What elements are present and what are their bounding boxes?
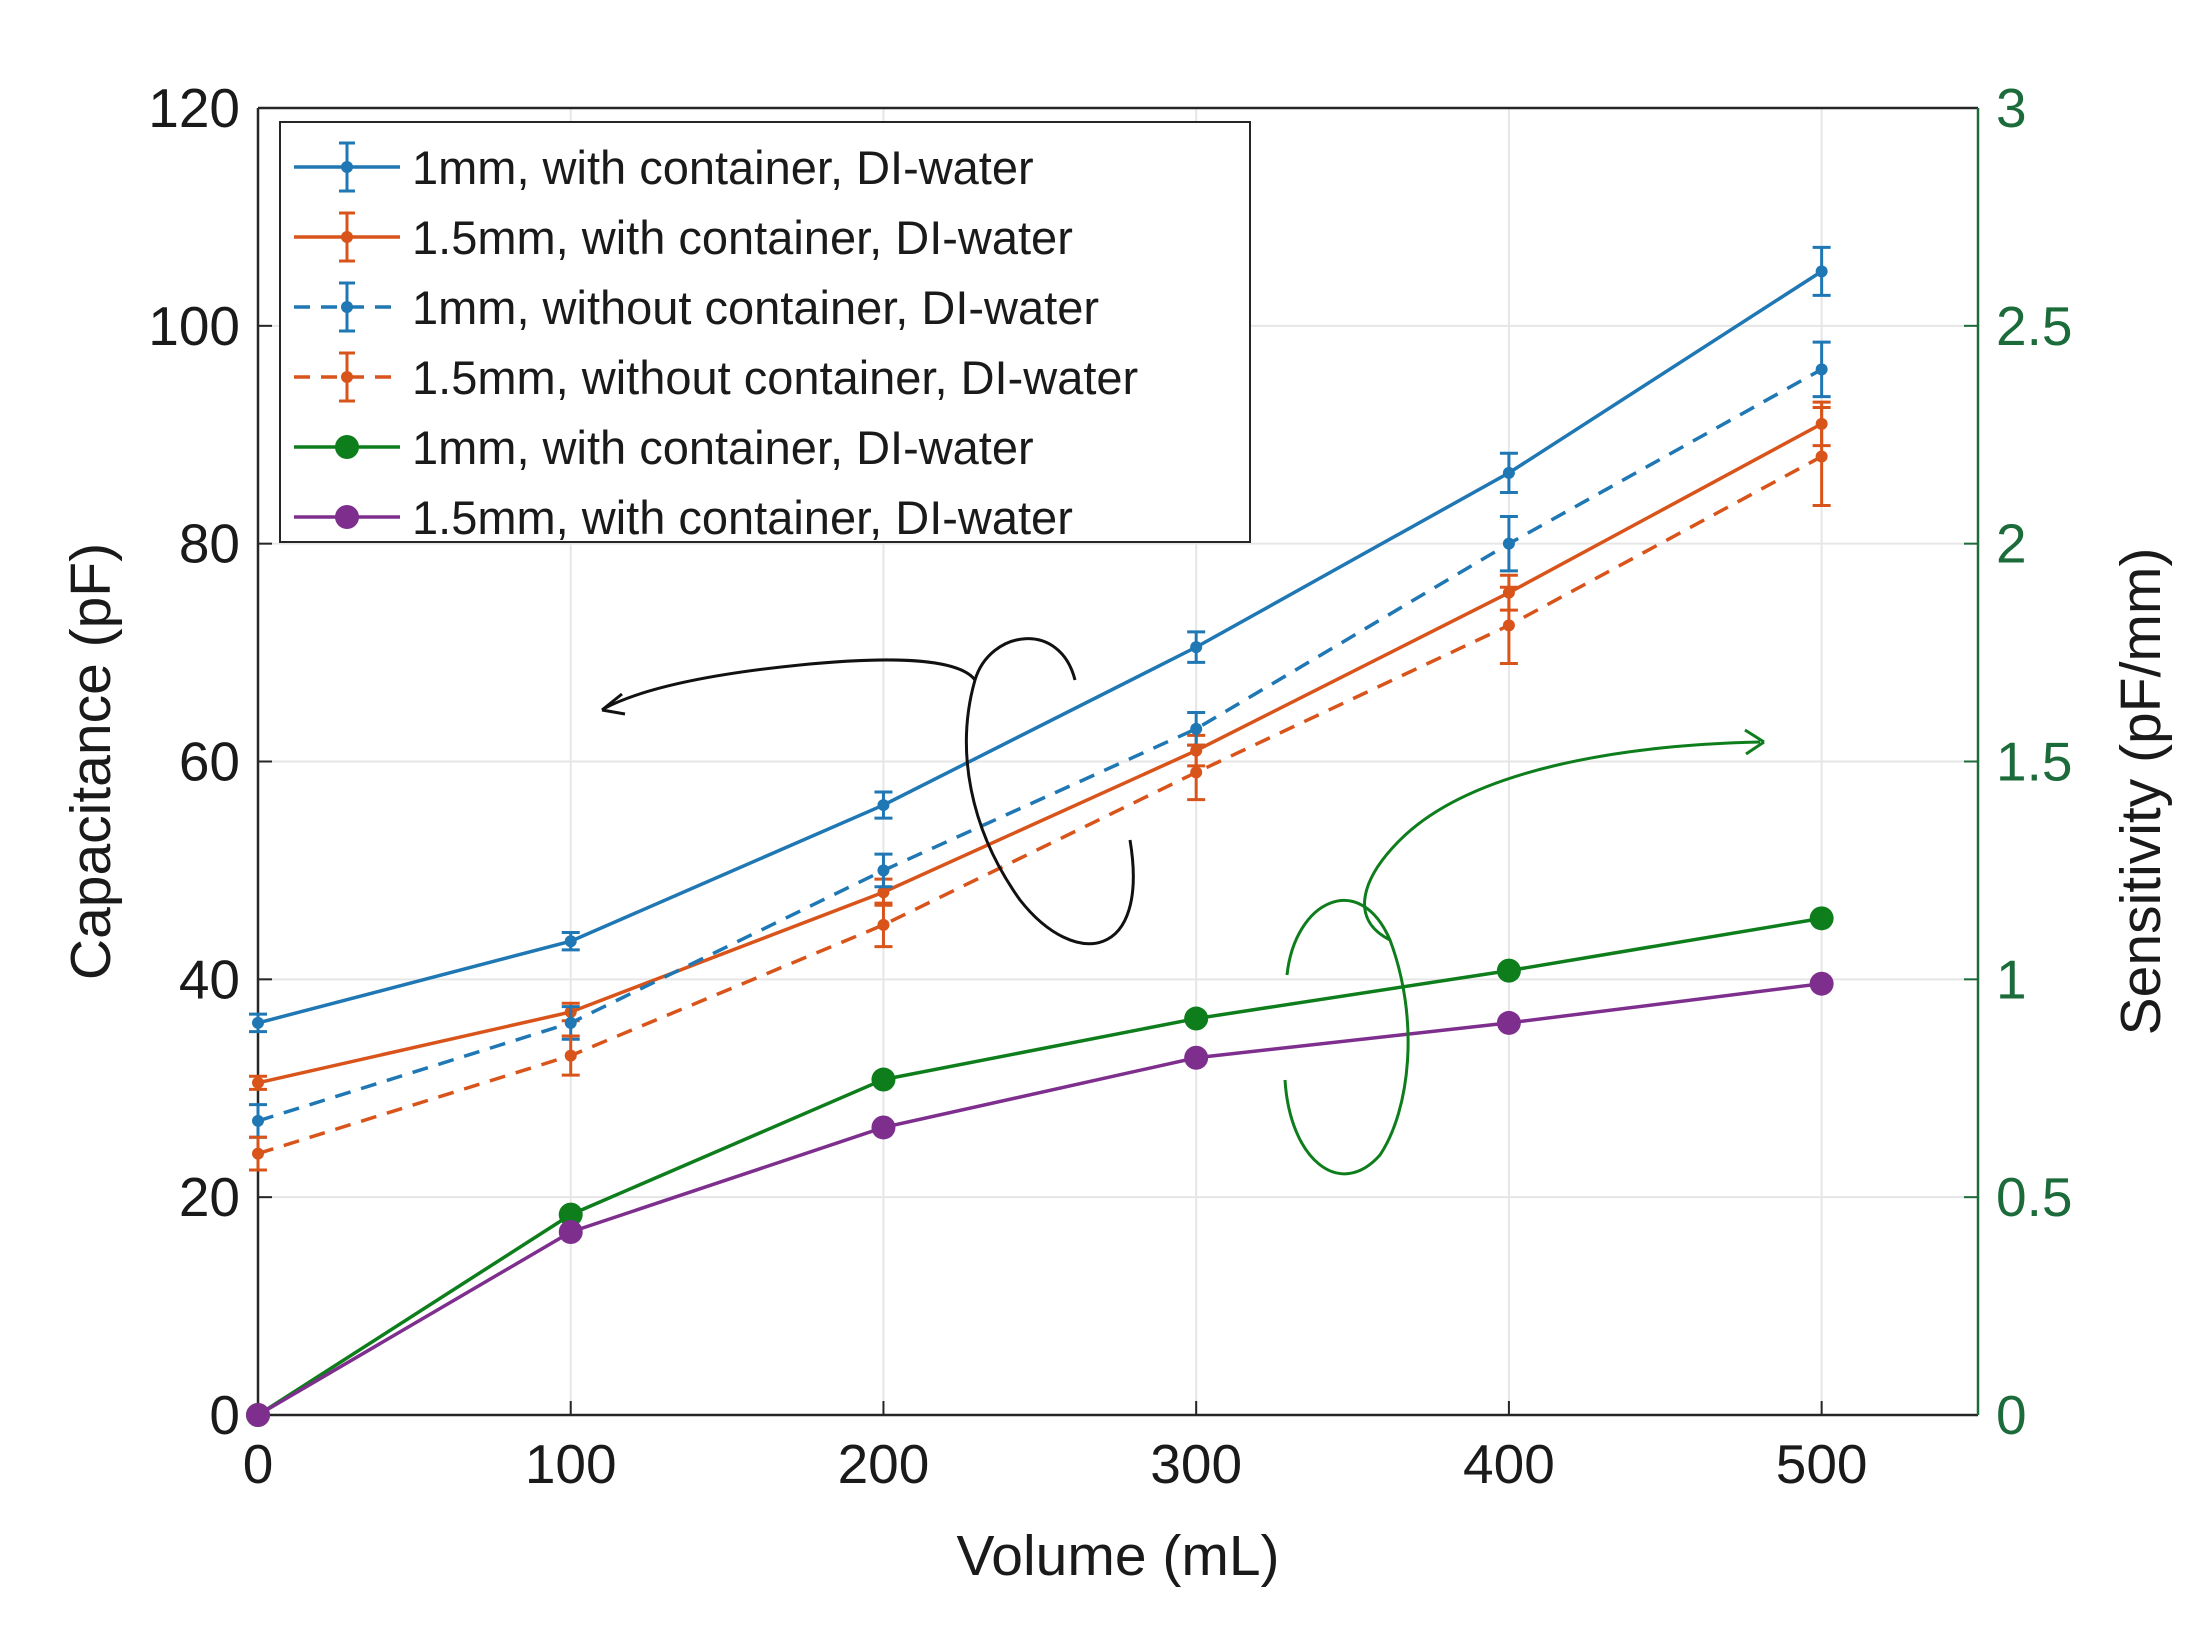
legend-marker (341, 231, 353, 243)
legend-entry-2: 1.5mm, with container, DI-water (294, 211, 1073, 264)
data-point (252, 1114, 264, 1127)
data-point (1496, 958, 1521, 983)
data-point (1190, 766, 1203, 779)
data-point (564, 935, 577, 948)
data-point (871, 1115, 896, 1140)
y2-tick-label: 2 (1996, 513, 2027, 575)
data-point (877, 864, 890, 877)
legend-label: 1.5mm, with container, DI-water (412, 491, 1073, 544)
legend: 1mm, with container, DI-water 1.5mm, with… (279, 121, 1251, 544)
data-point (252, 1076, 264, 1089)
right-axis-arrowhead (1744, 728, 1765, 756)
data-point (1502, 466, 1515, 479)
y2-tick-label: 1.5 (1996, 731, 2072, 793)
x-tick-label: 100 (525, 1433, 617, 1495)
y-tick-label: 40 (179, 948, 240, 1010)
data-point (558, 1202, 583, 1227)
data-point (877, 799, 890, 812)
legend-entry-6: 1.5mm, with container, DI-water (294, 491, 1073, 544)
axis-indicator-arrows (601, 637, 1765, 1176)
data-point (1184, 1006, 1209, 1031)
legend-entry-4: 1.5mm, without container, DI-water (294, 351, 1138, 404)
x-tick-label: 400 (1463, 1433, 1555, 1495)
x-tick-label: 300 (1150, 1433, 1242, 1495)
series-line (257, 422, 1823, 1085)
legend-entry-1: 1mm, with container, DI-water (294, 141, 1034, 194)
x-axis-title: Volume (mL) (956, 1524, 1279, 1588)
y-tick-label: 60 (179, 731, 240, 793)
series-line (257, 367, 1823, 1123)
data-point (246, 1403, 270, 1427)
legend-label: 1mm, with container, DI-water (412, 141, 1034, 194)
series-line (257, 981, 1822, 1417)
y-tick-label: 80 (179, 513, 240, 575)
legend-label: 1.5mm, with container, DI-water (412, 211, 1073, 264)
series-line (257, 454, 1823, 1156)
legend-label: 1mm, with container, DI-water (412, 421, 1034, 474)
y2-tick-label: 1 (1996, 948, 2027, 1010)
y-tick-label: 20 (179, 1166, 240, 1228)
data-point (252, 1016, 264, 1029)
series-6 (246, 971, 1834, 1427)
x-tick-label: 0 (243, 1433, 274, 1495)
y-tick-label: 0 (209, 1384, 240, 1446)
legend-marker (335, 505, 359, 529)
right-axis-curl-arrow (1283, 898, 1410, 1176)
left-axis-arrowhead (601, 692, 626, 716)
y2-tick-label: 0.5 (1996, 1166, 2072, 1228)
legend-box (279, 121, 1251, 543)
series-4 (249, 406, 1831, 1172)
data-point (1809, 906, 1834, 931)
legend-marker (341, 371, 353, 383)
data-point (1809, 971, 1834, 996)
y-tick-label: 120 (148, 77, 240, 139)
data-point (1190, 641, 1203, 654)
left-axis-arrow-shaft (604, 658, 977, 710)
series-5 (246, 906, 1834, 1427)
axes: 0 100 200 300 400 500 0 20 40 60 80 100 120 0 0.5 1 1.5 2… (59, 77, 2173, 1588)
data-point (564, 1016, 577, 1029)
legend-marker (341, 301, 353, 313)
legend-label: 1mm, without container, DI-water (412, 281, 1099, 334)
series-line (257, 916, 1822, 1417)
x-tick-label: 500 (1776, 1433, 1868, 1495)
left-axis-curl-arrow (965, 637, 1135, 946)
data-point (871, 1067, 896, 1092)
data-point (1496, 1010, 1521, 1035)
series-1 (249, 245, 1831, 1034)
data-point (877, 918, 890, 931)
y-axis-title: Capacitance (pF) (59, 543, 123, 980)
data-point (1190, 722, 1203, 735)
legend-marker (341, 161, 353, 173)
data-point (1815, 265, 1828, 278)
y-tick-label: 100 (148, 295, 240, 357)
data-point (877, 886, 890, 899)
y2-tick-label: 2.5 (1996, 295, 2072, 357)
data-series (246, 245, 1834, 1427)
data-point (1184, 1045, 1209, 1070)
data-point (1502, 619, 1515, 632)
data-point (564, 1049, 577, 1062)
legend-entry-3: 1mm, without container, DI-water (294, 281, 1099, 334)
x-tick-label: 200 (838, 1433, 930, 1495)
legend-entry-5: 1mm, with container, DI-water (294, 421, 1034, 474)
series-3 (249, 340, 1831, 1139)
legend-label: 1.5mm, without container, DI-water (412, 351, 1138, 404)
data-point (1502, 537, 1515, 550)
y2-axis-title: Sensitivity (pF/mm) (2109, 548, 2173, 1036)
series-line (257, 269, 1823, 1025)
y2-tick-label: 3 (1996, 77, 2027, 139)
y2-tick-label: 0 (1996, 1384, 2027, 1446)
legend-marker (335, 435, 359, 459)
data-point (1815, 450, 1828, 463)
data-point (1815, 363, 1828, 376)
data-point (558, 1220, 583, 1245)
data-point (252, 1147, 264, 1160)
right-axis-arrow-shaft (1363, 740, 1761, 942)
